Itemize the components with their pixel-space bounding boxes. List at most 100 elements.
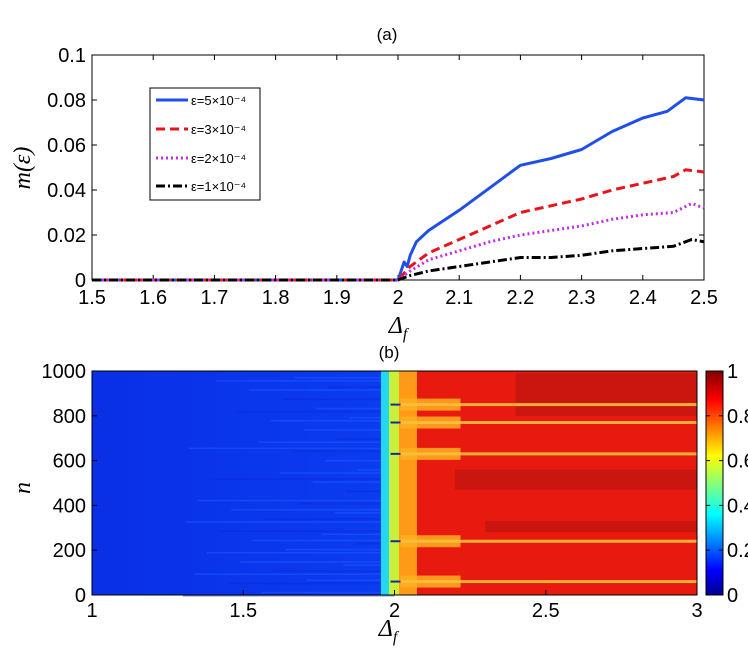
heatmap-band (398, 580, 697, 584)
panel-b-xtick-label: 3 (691, 600, 702, 622)
legend-label-4: ε=1×10⁻⁴ (191, 179, 246, 194)
series-line-4 (92, 238, 705, 282)
panel-a-xtick-label: 1.5 (78, 287, 106, 309)
heatmap-streak (273, 570, 395, 572)
colorbar-gradient (705, 370, 724, 596)
heatmap-image (91, 370, 698, 597)
panel-a-xtick-label: 1.6 (139, 287, 167, 309)
heatmap-dark-patch (485, 521, 697, 533)
legend-label-2: ε=3×10⁻⁴ (191, 122, 246, 137)
heatmap-band (398, 539, 697, 543)
series-line-1 (92, 96, 705, 282)
heatmap-streak (188, 447, 395, 450)
panel-b-ytick-label: 200 (53, 540, 86, 562)
heatmap-streak (285, 548, 395, 551)
panel-a-xtick-label: 2 (392, 287, 403, 309)
heatmap-streak (197, 499, 395, 502)
heatmap-streak (355, 542, 395, 545)
heatmap-streak (358, 469, 395, 471)
heatmap-streak (261, 591, 395, 594)
heatmap-streak (258, 441, 395, 444)
panel-a-title: (a) (377, 25, 398, 44)
panel-a-ytick-label: 0.02 (47, 225, 86, 247)
heatmap-streak (216, 380, 395, 382)
heatmap-streak (194, 573, 395, 575)
panel-a-xtick-label: 2.3 (568, 287, 596, 309)
heatmap-band-edge (390, 452, 401, 455)
heatmap-streak (279, 472, 395, 474)
heatmap-transition-cyan (381, 371, 389, 595)
heatmap-dark-patches (455, 373, 697, 533)
heatmap-streak (240, 561, 395, 563)
heatmap-band (398, 452, 697, 456)
heatmap-streak (270, 420, 395, 422)
panel-b-ytick-label: 800 (53, 406, 86, 428)
colorbar-tick-label: 1 (727, 361, 738, 383)
heatmap-dark-patch (455, 469, 697, 490)
panel-a-series (92, 96, 705, 282)
panel-b-xtick-label: 1.5 (229, 600, 257, 622)
panel-a-xlabel: Δf (388, 313, 410, 343)
heatmap-streak (321, 533, 395, 536)
colorbar: 0 0.2 0.4 0.6 0.8 1 (705, 361, 748, 607)
panel-b-xtick-label: 2 (389, 600, 400, 622)
panel-b-title: (b) (379, 343, 400, 362)
legend-label-1: ε=5×10⁻⁴ (191, 93, 246, 108)
panel-b-ytick-label: 1000 (42, 361, 87, 383)
heatmap-band (398, 421, 697, 425)
heatmap-streak (300, 502, 395, 505)
panel-a-xtick-label: 1.8 (262, 287, 290, 309)
legend-label-3: ε=2×10⁻⁴ (191, 151, 246, 166)
heatmap-streak (337, 438, 395, 440)
panel-a-ylabel: m(ε) (10, 147, 36, 190)
colorbar-tick-label: 0.4 (727, 495, 748, 517)
panel-b-xtick-label: 2.5 (532, 600, 560, 622)
panel-a-xtick-label: 2.4 (629, 287, 657, 309)
heatmap-bands (390, 398, 697, 588)
panel-a-xtick-label: 2.1 (445, 287, 473, 309)
heatmap-streak (219, 530, 395, 532)
panel-a-ytick-label: 0.04 (47, 180, 86, 202)
heatmap-streak (228, 582, 395, 585)
panel-a-ytick-label: 0.1 (58, 45, 86, 67)
heatmap-streak (315, 407, 395, 410)
panel-b-ytick-label: 400 (53, 495, 86, 517)
heatmap-streak (334, 512, 395, 514)
heatmap-streak (231, 508, 395, 511)
colorbar-tick-label: 0 (727, 585, 738, 607)
heatmap-streak (206, 551, 395, 554)
panel-b-xtick-label: 1 (86, 600, 97, 622)
heatmap-streak (303, 429, 395, 431)
panel-b-ytick-label: 0 (75, 585, 86, 607)
heatmap-streak (343, 564, 395, 566)
panel-a-ytick-label: 0 (75, 270, 86, 292)
legend-box (149, 87, 261, 201)
heatmap-band-edge (390, 421, 401, 424)
panel-b-ytick-label: 600 (53, 451, 86, 473)
heatmap-streak (237, 410, 395, 413)
panel-a-ytick-label: 0.06 (47, 135, 86, 157)
heatmap-streak (252, 539, 395, 542)
heatmap-band (398, 403, 697, 407)
panel-a-xtick-label: 1.7 (200, 287, 228, 309)
heatmap-transition-yellow (389, 371, 399, 595)
heatmap-left-streaks (182, 377, 395, 597)
heatmap-streak (185, 521, 395, 523)
heatmap-streak (306, 579, 395, 582)
heatmap-dark-patch (515, 373, 697, 416)
colorbar-tick-label: 0.6 (727, 451, 748, 473)
panel-a-yticks: 0 0.02 0.04 0.06 0.08 0.1 (47, 45, 704, 292)
heatmap-band-edge (390, 580, 401, 583)
heatmap-streak (282, 398, 395, 401)
panel-a-xtick-label: 2.5 (690, 287, 718, 309)
heatmap-streak (312, 481, 395, 483)
heatmap-streak (294, 377, 395, 379)
heatmap-streak (264, 518, 395, 520)
heatmap-streak (346, 490, 395, 493)
colorbar-ticks: 0 0.2 0.4 0.6 0.8 1 (706, 361, 748, 607)
panel-b-ylabel: n (10, 482, 36, 494)
heatmap-streak (182, 595, 395, 597)
panel-a-xtick-label: 1.9 (323, 287, 351, 309)
panel-a-ytick-label: 0.08 (47, 90, 86, 112)
